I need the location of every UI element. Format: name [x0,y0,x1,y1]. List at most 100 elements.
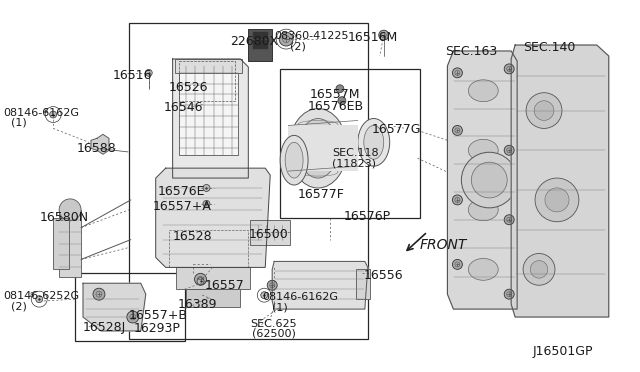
Circle shape [260,292,268,299]
Text: FRONT: FRONT [420,238,467,251]
Circle shape [452,195,462,205]
Circle shape [461,152,517,208]
Ellipse shape [468,80,498,102]
Circle shape [93,288,105,300]
Circle shape [127,311,139,323]
Polygon shape [511,45,609,317]
Bar [186,289,241,307]
Text: 16526: 16526 [169,81,208,94]
Ellipse shape [364,125,384,159]
Text: (1): (1) [12,118,27,128]
Ellipse shape [285,142,303,178]
Text: J16501GP: J16501GP [533,345,593,358]
Bar [288,125,358,171]
Text: SEC.163: SEC.163 [445,45,498,58]
Polygon shape [447,51,517,309]
Text: SEC.140: SEC.140 [523,41,575,54]
Bar [59,210,81,277]
Circle shape [379,30,388,40]
Text: 22680X: 22680X [230,35,278,48]
Text: (1): (1) [272,302,288,312]
Text: 16528J: 16528J [83,321,126,334]
Polygon shape [83,283,146,331]
Circle shape [203,201,210,207]
Circle shape [531,261,548,278]
Circle shape [50,111,57,118]
Text: 16500: 16500 [248,228,288,241]
Text: (11823): (11823) [332,158,376,168]
Bar [250,220,290,244]
Circle shape [279,32,293,46]
Circle shape [197,278,204,285]
Circle shape [545,188,569,212]
Text: 16576E: 16576E [157,185,205,198]
Text: 16516M: 16516M [348,31,398,44]
Ellipse shape [298,119,338,178]
Circle shape [195,273,207,285]
Text: 16580N: 16580N [39,211,88,224]
Text: SEC.625: SEC.625 [250,319,297,329]
Circle shape [338,97,346,105]
Circle shape [535,178,579,222]
Text: 8: 8 [29,292,34,298]
Circle shape [59,199,81,221]
Text: 16557+B: 16557+B [129,309,188,322]
Text: 16557+A: 16557+A [153,200,212,213]
Ellipse shape [280,135,308,185]
Text: 08146-6252G: 08146-6252G [3,291,79,301]
Text: 16546: 16546 [164,101,203,113]
Text: 16577F: 16577F [298,188,345,201]
Ellipse shape [468,140,498,161]
Bar [280,69,420,218]
Bar [356,269,370,299]
Ellipse shape [289,109,347,188]
Circle shape [452,259,462,269]
Polygon shape [173,59,248,178]
Circle shape [452,68,462,78]
Text: SEC.118: SEC.118 [332,148,379,158]
Bar [175,59,243,73]
Circle shape [336,85,344,93]
Circle shape [504,145,514,155]
Polygon shape [156,168,270,267]
Circle shape [145,69,152,76]
Text: 08360-41225: 08360-41225 [274,31,349,41]
Ellipse shape [358,119,390,166]
Circle shape [534,101,554,121]
Bar [75,273,184,341]
Text: 16556: 16556 [364,269,403,282]
Circle shape [203,185,210,192]
Circle shape [504,215,514,225]
Bar [129,23,368,339]
Text: 16576EB: 16576EB [308,100,364,113]
Text: 16528: 16528 [173,230,212,243]
Bar [53,218,69,269]
Text: 16557: 16557 [205,279,244,292]
Text: 16516: 16516 [113,69,152,82]
Text: 16577G: 16577G [372,124,421,137]
Circle shape [526,93,562,128]
Circle shape [268,280,277,290]
Circle shape [504,289,514,299]
Text: 08146-6162G: 08146-6162G [3,108,79,118]
Ellipse shape [468,199,498,221]
Text: 16293P: 16293P [134,322,180,335]
Bar [175,267,250,289]
Text: 16588: 16588 [77,142,117,155]
Circle shape [523,253,555,285]
Bar [252,31,268,49]
Circle shape [504,64,514,74]
Bar [179,61,236,101]
Text: (2): (2) [290,41,306,51]
Text: (2): (2) [12,301,28,311]
Bar [169,230,248,267]
Text: 16576P: 16576P [344,210,391,223]
Text: (62500): (62500) [252,329,296,339]
Text: 16389: 16389 [178,298,217,311]
Ellipse shape [468,259,498,280]
Text: 08146-6162G: 08146-6162G [262,292,339,302]
Bar [248,29,272,61]
Text: 16557M: 16557M [310,88,360,101]
Circle shape [471,162,507,198]
Circle shape [36,296,43,303]
